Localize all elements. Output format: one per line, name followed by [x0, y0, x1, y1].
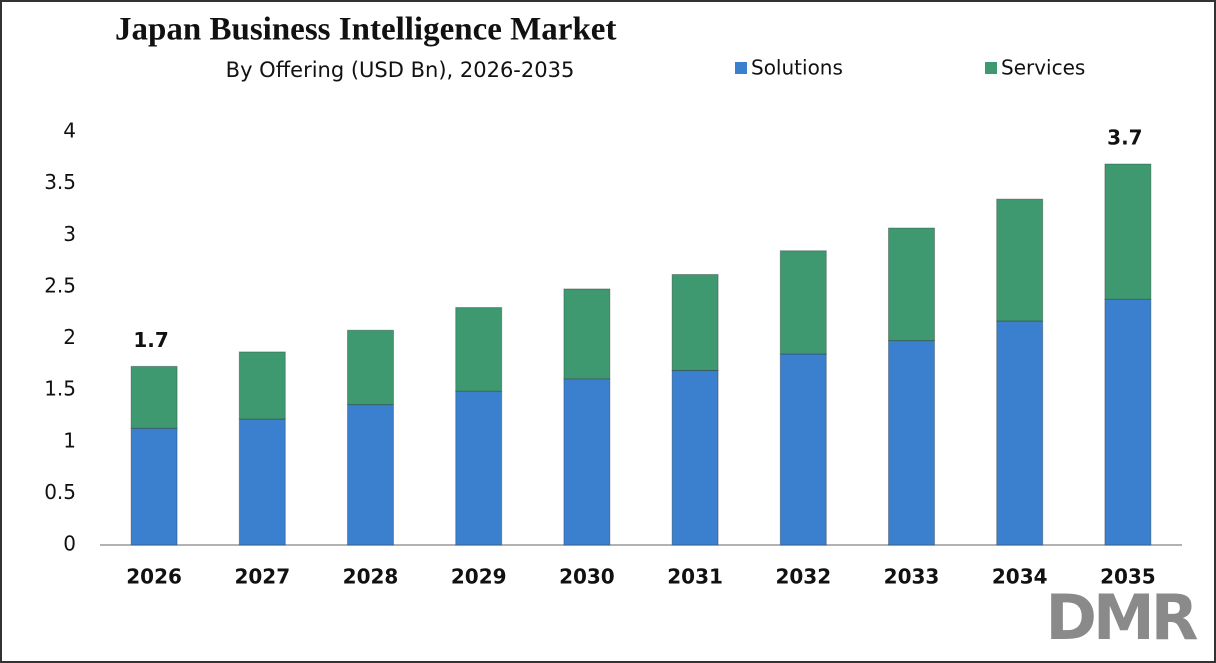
bar-segment	[130, 427, 178, 546]
x-tick-label: 2034	[992, 565, 1048, 589]
bar-segment	[888, 340, 935, 546]
legend-label: Solutions	[751, 56, 843, 80]
bar-segment	[671, 273, 719, 372]
total-label: 1.7	[133, 328, 168, 352]
total-label: 3.7	[1107, 126, 1142, 150]
bar-segment	[888, 227, 935, 342]
x-tick-label: 2029	[451, 565, 507, 589]
x-tick-label: 2032	[775, 565, 831, 589]
y-tick-label: 4	[63, 119, 76, 143]
x-tick-label: 2027	[234, 565, 290, 589]
y-tick-label: 3	[63, 222, 76, 246]
legend-swatch	[985, 62, 997, 74]
bar-segment	[238, 418, 286, 546]
logo: DMR	[1046, 581, 1198, 654]
bar-segment	[455, 390, 503, 546]
bar-segment	[1104, 298, 1152, 546]
y-tick-label: 1	[63, 428, 76, 452]
y-tick-label: 0	[63, 532, 76, 556]
bar-segment	[347, 404, 394, 546]
bar-segment	[347, 329, 394, 406]
x-tick-label: 2026	[126, 565, 182, 589]
y-tick-label: 2.5	[44, 273, 76, 297]
bar-segment	[563, 288, 611, 380]
y-tick-label: 3.5	[44, 170, 76, 194]
bar-segment	[238, 351, 286, 420]
bar-segment	[455, 307, 503, 392]
bar-segment	[671, 370, 719, 546]
y-tick-label: 0.5	[44, 480, 76, 504]
x-tick-label: 2035	[1100, 565, 1156, 589]
chart-subtitle: By Offering (USD Bn), 2026-2035	[226, 58, 575, 82]
bar-segment	[996, 198, 1044, 322]
bar-segment	[779, 353, 827, 546]
chart-title: Japan Business Intelligence Market	[115, 12, 616, 48]
x-tick-label: 2031	[667, 565, 723, 589]
y-tick-label: 1.5	[44, 377, 76, 401]
x-tick-label: 2028	[343, 565, 399, 589]
legend-label: Services	[1001, 56, 1085, 80]
bar-segment	[563, 378, 611, 546]
bar-segment	[130, 365, 178, 429]
bar-segment	[1104, 163, 1152, 300]
y-tick-label: 2	[63, 325, 76, 349]
x-tick-label: 2030	[559, 565, 615, 589]
x-tick-label: 2033	[884, 565, 940, 589]
bar-segment	[779, 250, 827, 355]
bar-segment	[996, 320, 1044, 546]
legend-swatch	[735, 62, 747, 74]
legend: Solutions Services	[735, 56, 1085, 80]
